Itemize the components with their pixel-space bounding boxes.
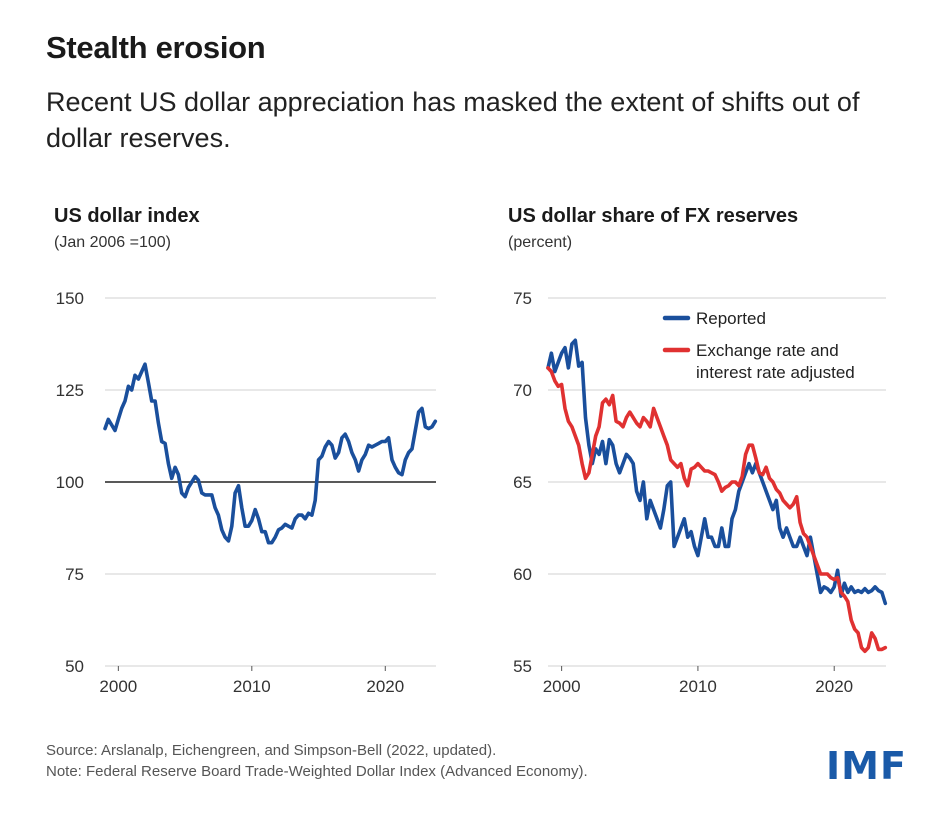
index-xtick-label: 2010 (233, 677, 271, 696)
source-note: Source: Arslanalp, Eichengreen, and Simp… (46, 740, 588, 782)
source-text: Source: Arslanalp, Eichengreen, and Simp… (46, 742, 497, 759)
share-xtick-label: 2000 (543, 677, 581, 696)
right-panel-title: US dollar share of FX reserves (508, 205, 799, 227)
index-ytick-label: 100 (56, 473, 84, 492)
index-ytick-label: 75 (65, 565, 84, 584)
right-panel-subtitle: (percent) (508, 234, 573, 251)
share-ytick-label: 55 (513, 657, 532, 676)
chart-title: Stealth erosion (46, 30, 266, 65)
index-ytick-label: 150 (56, 289, 84, 308)
left-panel-subtitle: (Jan 2006 =100) (54, 234, 171, 251)
index-ytick-label: 50 (65, 657, 84, 676)
share-series-line-red (546, 366, 888, 654)
legend-label-adjusted: interest rate adjusted (696, 363, 855, 382)
share-ytick-label: 70 (513, 381, 532, 400)
legend-label-adjusted: Exchange rate and (696, 341, 839, 360)
note-text: Note: Federal Reserve Board Trade-Weight… (46, 763, 588, 780)
index-ytick-label: 125 (56, 381, 84, 400)
chart-subtitle: Recent US dollar appreciation has masked… (46, 87, 860, 153)
legend-label-reported: Reported (696, 309, 766, 328)
imf-logo: IMF (826, 744, 907, 788)
share-ytick-label: 75 (513, 289, 532, 308)
share-series-line-blue (546, 338, 888, 606)
share-ytick-label: 60 (513, 565, 532, 584)
share-xtick-label: 2010 (679, 677, 717, 696)
share-xtick-label: 2020 (815, 677, 853, 696)
share-ytick-label: 65 (513, 473, 532, 492)
index-xtick-label: 2000 (99, 677, 137, 696)
index-xtick-label: 2020 (366, 677, 404, 696)
index-series-line-blue (103, 362, 438, 545)
left-panel-title: US dollar index (54, 205, 200, 227)
